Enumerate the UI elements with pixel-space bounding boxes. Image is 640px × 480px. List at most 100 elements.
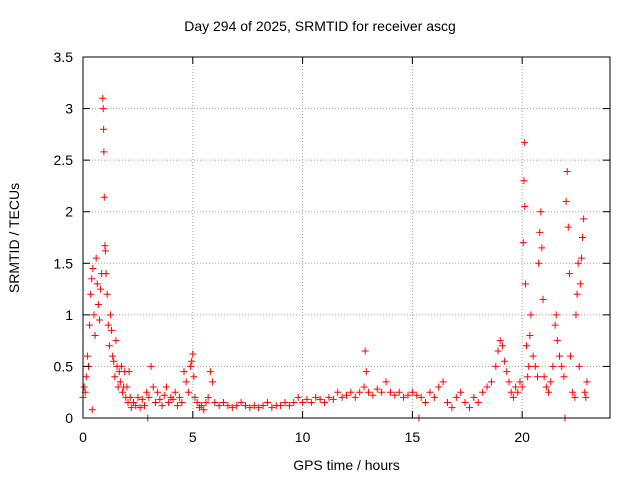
- data-point: [321, 399, 329, 407]
- data-point: [89, 264, 97, 272]
- data-point: [100, 148, 108, 156]
- data-point: [343, 391, 350, 399]
- data-point: [110, 357, 118, 365]
- data-point: [307, 399, 315, 407]
- data-point: [439, 378, 447, 386]
- x-tick-label: 10: [295, 429, 311, 445]
- data-point: [378, 388, 386, 396]
- x-tick-label: 0: [79, 429, 87, 445]
- data-point: [521, 203, 529, 211]
- data-point: [126, 393, 134, 401]
- data-point: [99, 105, 107, 113]
- data-point: [281, 399, 289, 407]
- data-point: [109, 352, 117, 360]
- x-axis-label: GPS time / hours: [293, 457, 400, 473]
- data-point: [127, 404, 135, 412]
- data-point: [395, 388, 403, 396]
- data-point: [106, 311, 114, 319]
- data-point: [94, 301, 102, 309]
- data-point: [582, 393, 590, 401]
- data-point: [134, 393, 142, 401]
- data-point: [364, 388, 372, 396]
- y-tick-label: 3: [65, 101, 73, 117]
- data-point: [430, 393, 438, 401]
- data-point: [211, 399, 219, 407]
- data-point: [193, 399, 201, 407]
- data-point: [303, 395, 311, 403]
- data-point: [97, 285, 105, 293]
- data-point: [426, 388, 434, 396]
- data-point: [95, 316, 103, 324]
- data-point: [470, 393, 478, 401]
- data-point: [535, 259, 543, 267]
- data-point: [158, 402, 166, 410]
- data-point: [487, 378, 495, 386]
- data-point: [525, 362, 533, 370]
- data-point: [338, 393, 346, 401]
- data-point: [509, 393, 517, 401]
- grid-lines: [83, 57, 610, 418]
- data-point: [505, 378, 513, 386]
- data-point: [417, 393, 425, 401]
- data-point: [112, 337, 120, 345]
- data-point: [100, 125, 108, 133]
- data-point: [116, 378, 124, 386]
- data-point: [83, 352, 91, 360]
- data-point: [237, 399, 245, 407]
- data-point: [404, 391, 412, 399]
- data-point: [241, 402, 249, 410]
- data-point: [189, 350, 197, 358]
- data-point: [188, 357, 196, 365]
- data-point: [581, 388, 589, 396]
- data-point: [160, 391, 168, 399]
- data-point: [579, 234, 587, 241]
- data-point: [209, 378, 217, 386]
- data-point: [571, 393, 579, 401]
- data-point: [516, 378, 524, 386]
- data-point: [518, 383, 526, 391]
- data-point: [171, 388, 179, 396]
- data-point: [312, 393, 320, 401]
- y-tick-label: 3.5: [54, 49, 74, 65]
- data-point: [204, 393, 212, 401]
- data-point: [566, 352, 574, 360]
- data-point: [575, 362, 583, 370]
- chart-title: Day 294 of 2025, SRMTID for receiver asc…: [184, 18, 456, 34]
- data-point: [299, 399, 307, 407]
- data-point: [143, 388, 151, 396]
- y-tick-label: 0: [65, 410, 73, 426]
- data-point: [444, 399, 452, 407]
- data-point: [91, 331, 99, 339]
- data-point: [537, 208, 545, 216]
- data-point: [334, 388, 342, 396]
- data-point: [202, 399, 210, 407]
- data-point: [187, 362, 195, 370]
- data-point: [125, 368, 133, 376]
- data-point: [329, 395, 337, 403]
- data-point: [268, 404, 276, 412]
- data-point: [526, 331, 534, 339]
- data-points: [79, 94, 591, 422]
- data-point: [87, 290, 95, 298]
- data-point: [492, 362, 500, 370]
- data-point: [347, 388, 355, 396]
- data-point: [145, 393, 153, 401]
- data-point: [373, 385, 381, 393]
- data-point: [527, 311, 535, 319]
- data-point: [391, 391, 399, 399]
- data-point: [88, 275, 96, 283]
- y-tick-label: 2.5: [54, 152, 74, 168]
- data-point: [386, 388, 394, 396]
- data-point: [514, 388, 522, 396]
- data-point: [564, 223, 572, 231]
- data-point: [536, 228, 544, 236]
- data-point: [540, 373, 548, 381]
- data-point: [184, 388, 192, 396]
- x-tick-label: 20: [514, 429, 530, 445]
- data-point: [369, 391, 377, 399]
- data-point: [529, 352, 537, 360]
- data-point: [82, 373, 90, 381]
- data-point: [176, 393, 184, 401]
- data-point: [435, 383, 443, 391]
